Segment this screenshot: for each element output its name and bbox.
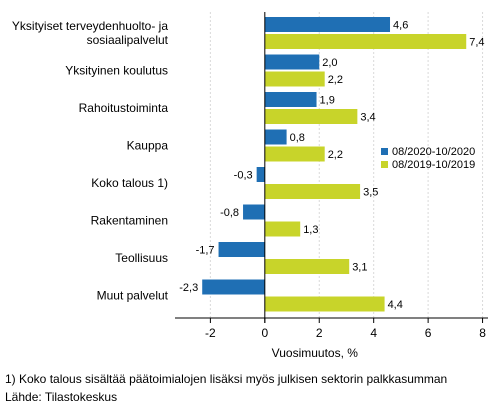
bar-series-2	[264, 221, 301, 237]
data-label: 1,3	[303, 224, 318, 236]
data-label: 2,2	[328, 74, 343, 86]
data-label: -0,8	[220, 207, 239, 219]
bar-series-2	[264, 184, 361, 199]
data-label: 0,8	[290, 132, 305, 144]
x-tick-label: 2	[316, 326, 323, 340]
legend-label: 08/2019-10/2019	[392, 159, 475, 171]
data-label: 4,6	[393, 20, 408, 32]
category-label: Muut palvelut	[97, 289, 169, 303]
category-label: Rahoitustoiminta	[79, 101, 169, 115]
gridlines	[209, 12, 484, 318]
bar-series-2	[264, 146, 325, 162]
x-tick-label: 0	[261, 326, 268, 340]
category-labels: Yksityiset terveydenhuolto- jasosiaalipa…	[12, 19, 169, 303]
legend-label: 08/2020-10/2020	[392, 146, 475, 158]
data-label: 3,4	[360, 112, 375, 124]
data-label: 2,0	[322, 57, 337, 69]
source-note: Lähde: Tilastokeskus	[5, 390, 118, 404]
bar-series-1	[202, 279, 265, 295]
bar-series-2	[264, 34, 467, 49]
category-label: Koko talous 1)	[91, 176, 168, 190]
x-tick-label: 8	[479, 326, 486, 340]
bar-series-2	[264, 296, 385, 312]
bar-series-1	[264, 92, 317, 107]
bar-series-2	[264, 109, 358, 124]
bar-series-2	[264, 71, 325, 87]
bar-series-1	[243, 204, 265, 220]
bar-series-1	[256, 167, 265, 182]
data-label: -0,3	[234, 170, 253, 182]
bar-series-2	[264, 259, 350, 274]
bar-series-1	[264, 129, 287, 145]
x-tick-label: 4	[370, 326, 377, 340]
category-label: Teollisuus	[115, 251, 168, 265]
legend-swatch	[381, 161, 388, 168]
legend-swatch	[381, 148, 388, 155]
data-label: 7,4	[469, 37, 484, 49]
category-label: Yksityiset terveydenhuolto- ja	[12, 19, 168, 33]
data-label: -2,3	[179, 282, 198, 294]
category-label: Yksityinen koulutus	[65, 64, 168, 78]
category-label: Kauppa	[127, 139, 169, 153]
bar-series-1	[264, 17, 391, 32]
data-label: 4,4	[388, 299, 403, 311]
data-label: 3,1	[352, 262, 367, 274]
data-label: 1,9	[320, 95, 335, 107]
x-axis-title: Vuosimuutos, %	[272, 346, 359, 360]
bar-series-1	[218, 242, 265, 257]
data-label: 3,5	[363, 187, 378, 199]
footnote: 1) Koko talous sisältää päätoimialojen l…	[5, 372, 448, 386]
x-tick-label: -2	[205, 326, 216, 340]
value-labels: 4,6 7,4 2,0 2,2 1,9 3,4 0,8 2,2 -0,3 3,5 -0,8 1,3 -1…	[179, 20, 484, 312]
category-label: Rakentaminen	[91, 214, 168, 228]
data-label: 2,2	[328, 149, 343, 161]
category-label: sosiaalipalvelut	[87, 33, 169, 47]
x-axis: -2 0 2 4 6 8	[175, 317, 488, 340]
data-label: -1,7	[196, 245, 215, 257]
x-tick-label: 6	[425, 326, 432, 340]
bar-series-1	[264, 54, 320, 70]
bars	[202, 17, 467, 312]
